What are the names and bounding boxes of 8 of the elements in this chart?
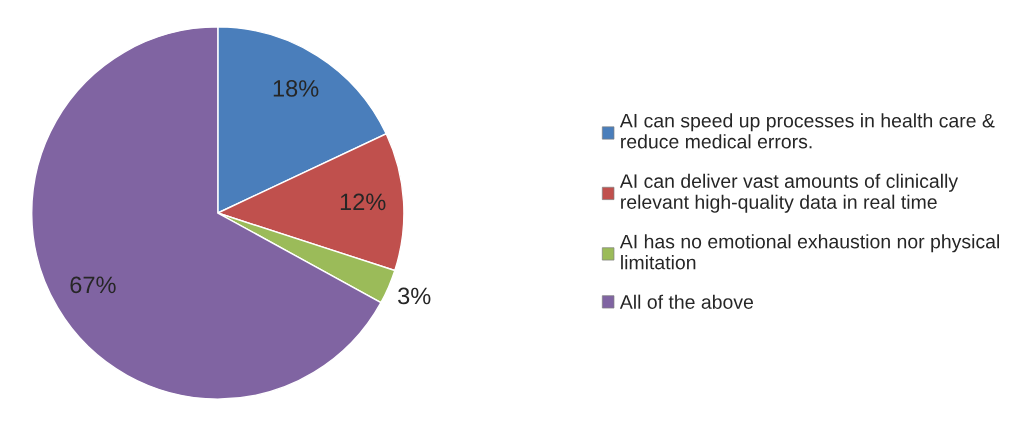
- data-label: 3%: [398, 287, 431, 305]
- legend-label: AI has no emotional exhaustion nor physical limitation: [619, 234, 999, 270]
- legend-label: All of the above: [619, 294, 753, 309]
- data-label: 67%: [70, 276, 116, 294]
- legend-label: AI can deliver vast amounts of clinically relevant high-quality data in real time: [619, 173, 959, 213]
- data-label: 18%: [273, 80, 319, 97]
- data-label: 12%: [340, 193, 386, 211]
- legend-label: AI can speed up processes in health care & reduce medical errors.: [619, 113, 995, 149]
